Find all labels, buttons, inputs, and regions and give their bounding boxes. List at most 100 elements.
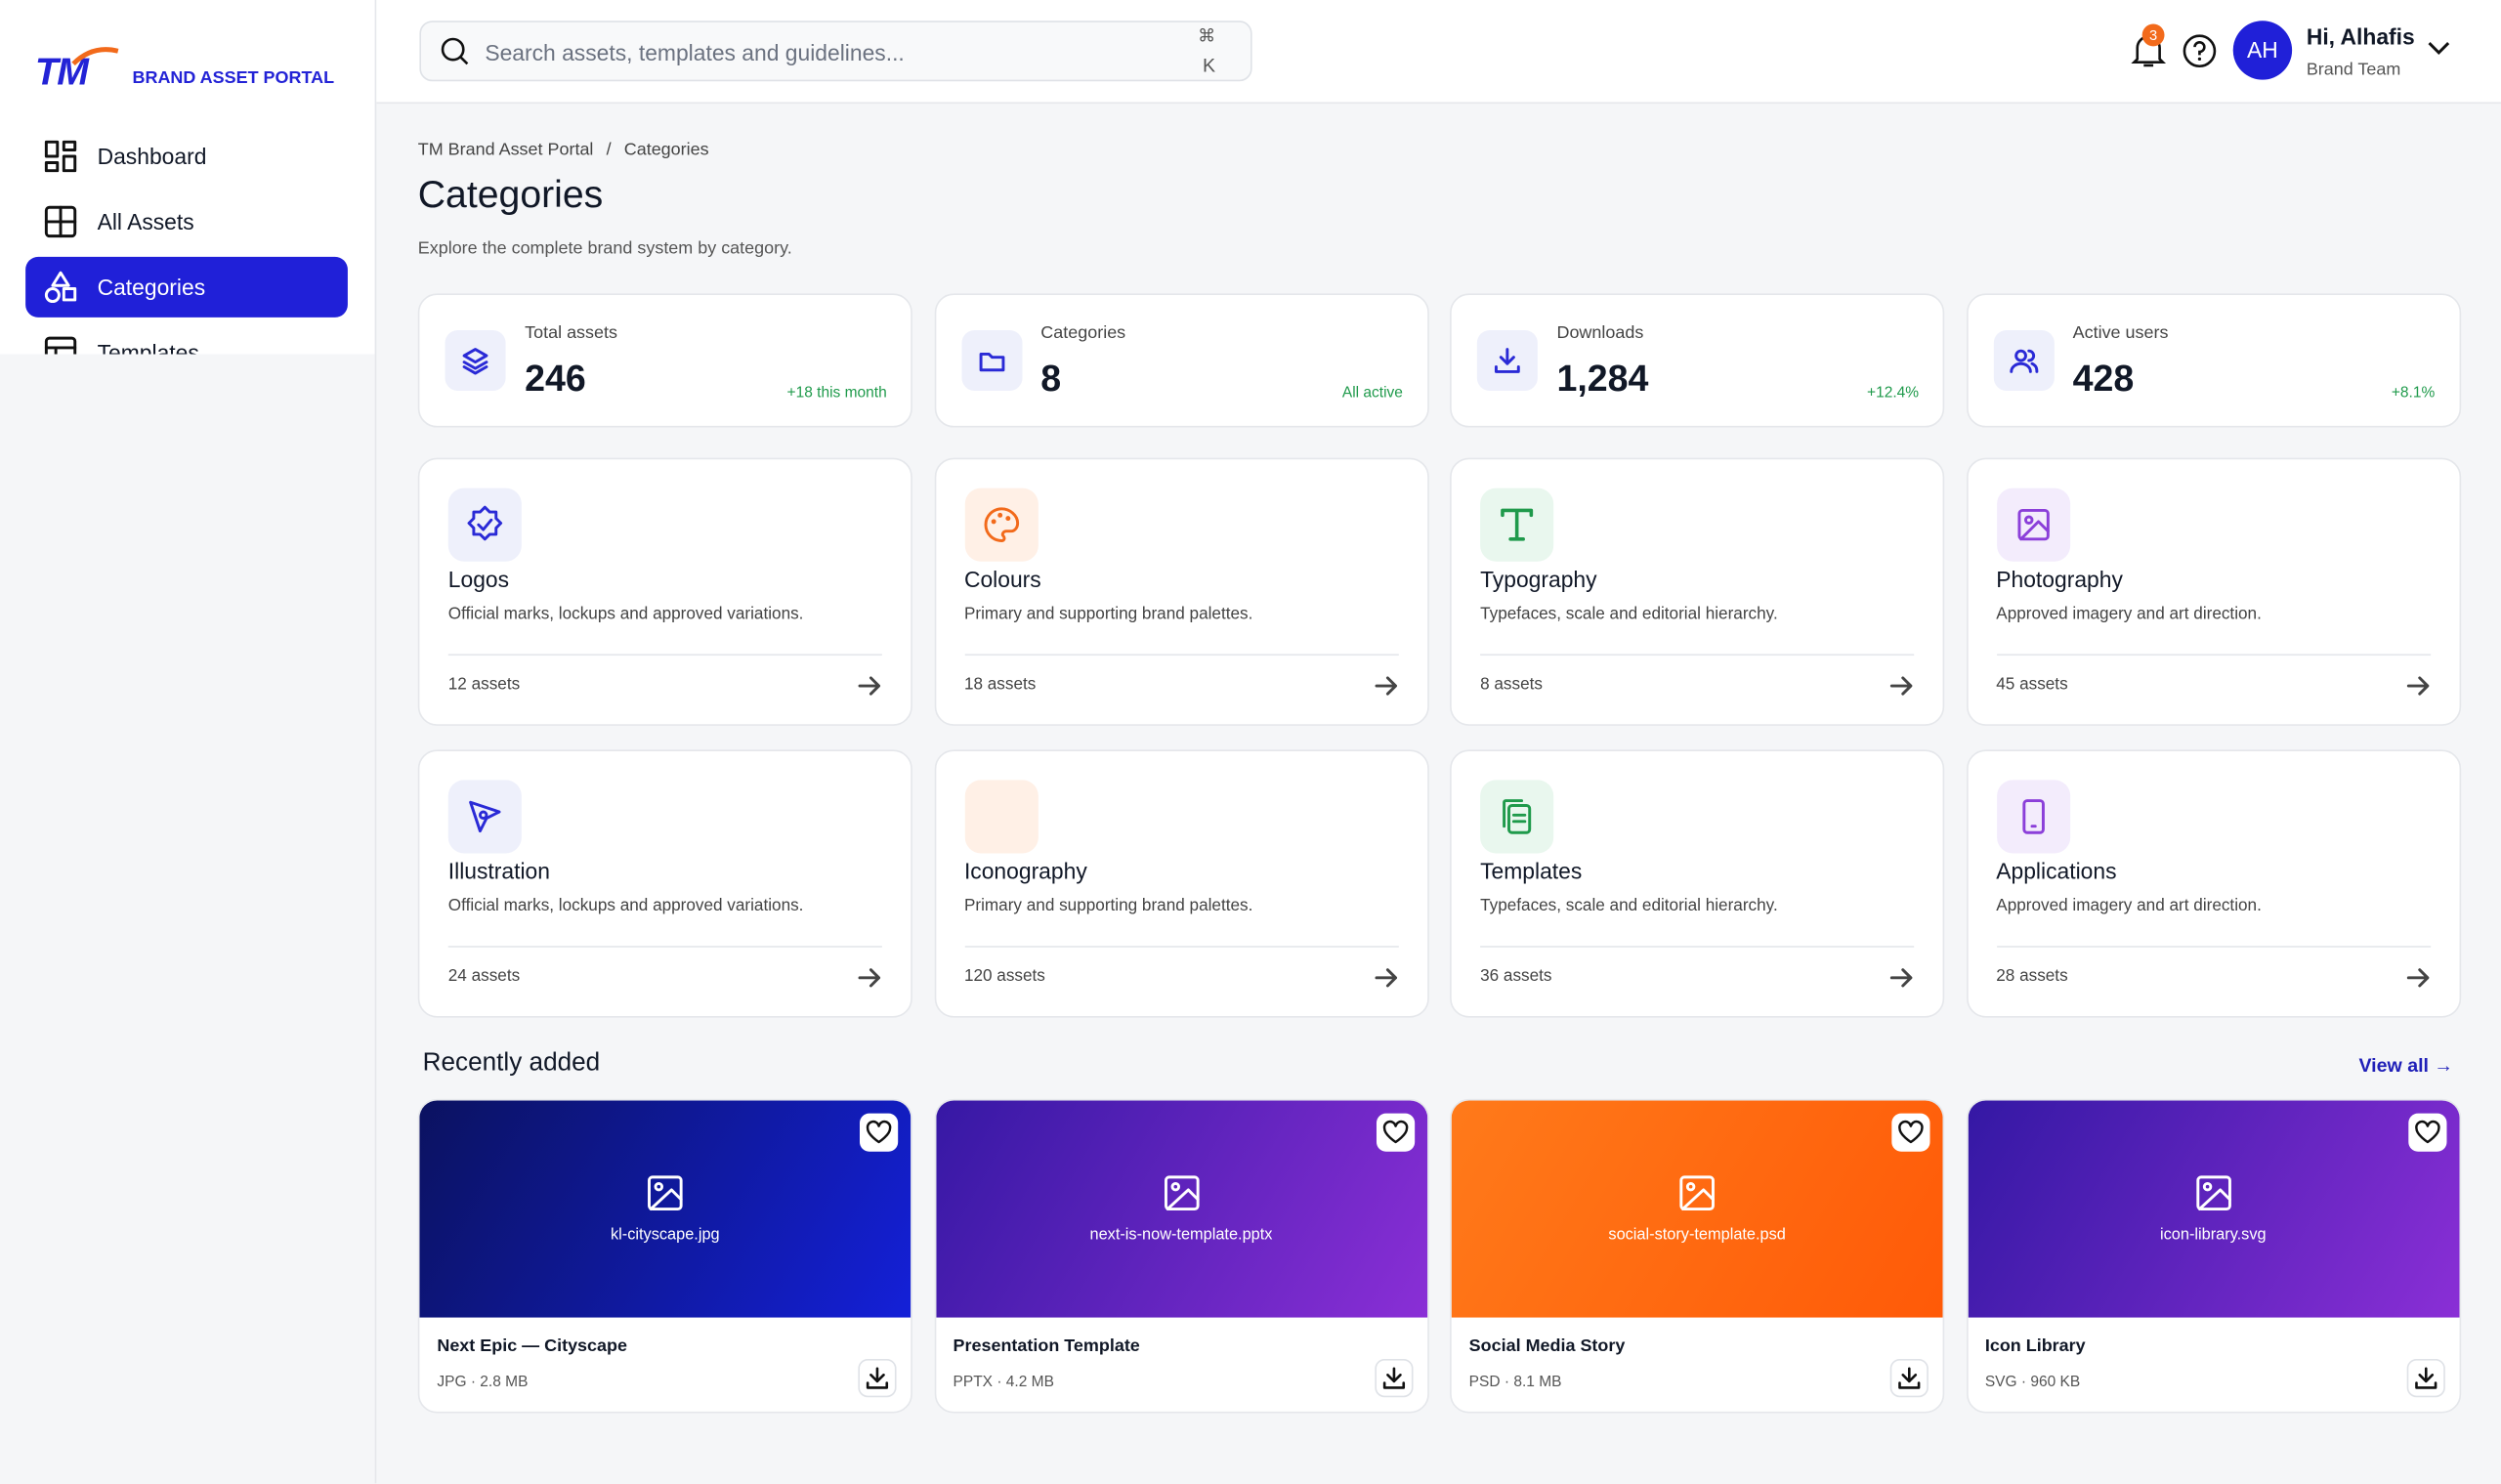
stat-value: 246: [525, 357, 586, 400]
category-name: Applications: [1996, 858, 2117, 884]
arrow-icon: [858, 676, 881, 696]
category-name: Logos: [447, 566, 510, 592]
asset-count: 8 assets: [1480, 674, 1543, 695]
user-role: Brand Team: [2306, 61, 2401, 80]
arrow: [1888, 965, 1914, 998]
category-card[interactable]: Logos Official marks, lockups and approve…: [417, 457, 912, 726]
help-icon[interactable]: [2182, 33, 2217, 68]
nav-item[interactable]: Dashboard: [25, 126, 348, 187]
breadcrumb-item[interactable]: TM Brand Asset Portal: [417, 140, 594, 160]
asset-meta: PPTX · 4.2 MB: [953, 1373, 1054, 1391]
category-description: Typefaces, scale and editorial hierarchy…: [1480, 896, 1778, 916]
divider: [963, 654, 1399, 657]
file-name: kl-cityscape.jpg: [611, 1226, 720, 1245]
arrow: [1373, 965, 1398, 998]
avatar[interactable]: AH: [2232, 21, 2293, 80]
nav-label: All Assets: [97, 208, 194, 234]
stat-icon: [445, 329, 506, 391]
divider: [1996, 654, 2431, 657]
stat-icon-icon: [978, 352, 1004, 372]
stat-value: 8: [1040, 357, 1062, 400]
asset-count: 28 assets: [1996, 966, 2068, 986]
file-name: social-story-template.psd: [1608, 1226, 1786, 1245]
favorite-button-icon: [866, 1120, 892, 1144]
divider: [1996, 946, 2431, 948]
asset-card[interactable]: kl-cityscape.jpg Next Epic — Cityscape JPG…: [417, 1098, 912, 1414]
category-card[interactable]: Typography Typefaces, scale and editorial…: [1450, 457, 1945, 726]
category-card[interactable]: Illustration Official marks, lockups and …: [417, 749, 912, 1018]
category-card[interactable]: Photography Approved imagery and art dire…: [1966, 457, 2461, 726]
category-card[interactable]: Applications Approved imagery and art dir…: [1966, 749, 2461, 1018]
category-card[interactable]: Iconography Primary and supporting brand …: [933, 749, 1429, 1018]
asset-meta: SVG · 960 KB: [1984, 1373, 2081, 1391]
nav-item[interactable]: All Assets: [25, 191, 348, 252]
category-name: Photography: [1996, 566, 2123, 592]
stat-label: Categories: [1040, 323, 1126, 344]
category-name: Colours: [963, 566, 1041, 592]
divider: [447, 654, 882, 657]
category-icon: [963, 488, 1039, 562]
arrow-icon: [1374, 676, 1397, 696]
category-icon-icon: [983, 507, 1019, 542]
image-icon-icon: [1164, 1175, 1199, 1211]
download-button[interactable]: [1889, 1359, 1929, 1398]
arrow: [1373, 673, 1398, 706]
download-button-icon: [866, 1367, 889, 1389]
asset-title: Presentation Template: [953, 1336, 1140, 1356]
stat-label: Total assets: [525, 323, 617, 344]
category-icon-icon: [2021, 799, 2045, 834]
category-description: Approved imagery and art direction.: [1996, 896, 2262, 916]
favorite-button-icon: [1382, 1120, 1408, 1144]
stat-card: Categories 8 All active: [933, 293, 1429, 428]
page-subtitle: Explore the complete brand system by cat…: [417, 238, 792, 259]
favorite-button[interactable]: [1376, 1113, 1415, 1152]
category-description: Typefaces, scale and editorial hierarchy…: [1480, 604, 1778, 624]
arrow: [2404, 965, 2430, 998]
file-name: next-is-now-template.pptx: [1089, 1226, 1273, 1245]
category-icon: [1480, 488, 1554, 562]
category-card[interactable]: Colours Primary and supporting brand pale…: [933, 457, 1429, 726]
stat-change: +12.4%: [1867, 384, 1920, 403]
category-name: Templates: [1480, 858, 1583, 884]
stat-icon-icon: [462, 348, 488, 375]
stat-icon: [960, 329, 1022, 391]
asset-preview: social-story-template.psd: [1451, 1100, 1943, 1318]
breadcrumb-separator: /: [606, 140, 612, 160]
shortcut-key: ⌘: [1198, 26, 1216, 47]
nav-item[interactable]: Categories: [25, 256, 348, 318]
category-description: Primary and supporting brand palettes.: [963, 896, 1253, 916]
download-button[interactable]: [2405, 1359, 2445, 1398]
nav-item-icon: [44, 336, 77, 355]
asset-count: 45 assets: [1996, 674, 2068, 695]
shortcut-key: K: [1202, 54, 1216, 77]
category-name: Iconography: [963, 858, 1087, 884]
search-box[interactable]: Search assets, templates and guidelines.…: [419, 21, 1252, 82]
divider: [963, 946, 1399, 948]
breadcrumb: TM Brand Asset Portal / Categories: [418, 141, 709, 160]
chevron-down[interactable]: [2428, 40, 2450, 56]
category-description: Official marks, lockups and approved var…: [447, 604, 804, 624]
divider: [1480, 946, 1915, 948]
asset-card[interactable]: next-is-now-template.pptx Presentation Te…: [933, 1098, 1429, 1414]
notification-badge: 3: [2141, 23, 2165, 47]
download-button[interactable]: [1374, 1359, 1413, 1398]
asset-card[interactable]: icon-library.svg Icon Library SVG · 960 KB: [1966, 1098, 2461, 1414]
nav-item[interactable]: Templates: [25, 322, 348, 355]
favorite-button[interactable]: [859, 1113, 899, 1152]
asset-card[interactable]: social-story-template.psd Social Media St…: [1450, 1098, 1945, 1414]
favorite-button[interactable]: [1891, 1113, 1930, 1152]
stat-label: Active users: [2072, 323, 2169, 344]
download-button[interactable]: [858, 1359, 897, 1398]
stat-change: +8.1%: [2391, 384, 2436, 403]
view-all-link[interactable]: View all →: [2358, 1054, 2454, 1078]
favorite-button[interactable]: [2407, 1113, 2446, 1152]
category-icon-icon: [980, 796, 1021, 837]
nav-label: Dashboard: [97, 143, 207, 170]
category-icon-icon: [1503, 799, 1532, 834]
stat-value: 1,284: [1556, 357, 1649, 400]
category-card[interactable]: Templates Typefaces, scale and editorial …: [1450, 749, 1945, 1018]
brand-name: BRAND ASSET PORTAL: [132, 68, 335, 88]
category-description: Official marks, lockups and approved var…: [447, 896, 804, 916]
logo-swoosh: [71, 47, 119, 66]
category-icon-icon: [2016, 508, 2049, 541]
